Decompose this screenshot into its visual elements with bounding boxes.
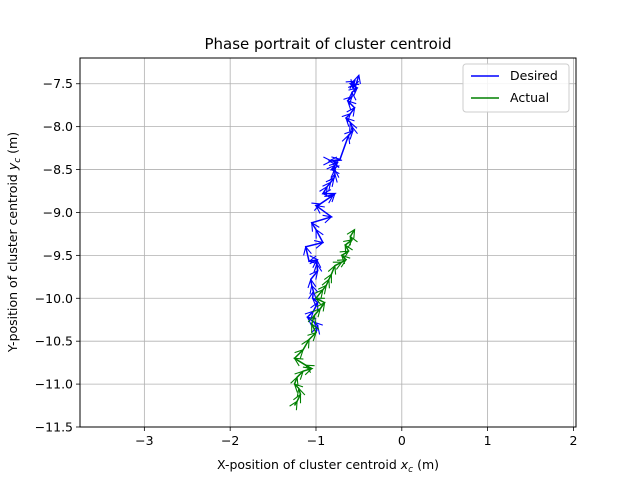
arrowhead-actual <box>290 376 299 387</box>
arrowhead-actual <box>311 307 322 318</box>
arrowhead-actual <box>307 314 317 325</box>
arrowhead-desired <box>303 245 312 256</box>
x-tick-label: 2 <box>569 433 577 448</box>
x-tick-label: −1 <box>307 433 325 448</box>
arrowhead-actual <box>327 264 337 275</box>
arrowhead-actual <box>340 254 351 265</box>
x-tick-label: 0 <box>398 433 406 448</box>
arrowhead-desired <box>308 290 317 300</box>
arrowhead-actual <box>344 244 353 255</box>
arrowhead-desired <box>311 324 321 335</box>
arrowhead-desired <box>315 228 324 239</box>
arrowhead-desired <box>347 82 358 93</box>
arrowhead-actual <box>294 370 304 380</box>
arrowhead-desired <box>319 185 328 196</box>
y-tick-label: −9.0 <box>43 205 73 220</box>
chart-title: Phase portrait of cluster centroid <box>204 35 451 53</box>
arrowhead-actual <box>323 273 332 284</box>
arrowhead-desired <box>346 100 357 110</box>
arrowhead-actual <box>321 278 330 289</box>
x-tick-label: 1 <box>484 433 492 448</box>
arrowhead-desired <box>348 87 359 97</box>
arrowhead-desired <box>328 161 339 172</box>
arrowhead-desired <box>352 74 361 85</box>
arrowhead-actual <box>307 331 317 342</box>
y-tick-label: −11.0 <box>35 377 73 392</box>
arrowhead-actual <box>349 235 358 246</box>
arrowhead-desired <box>323 156 333 166</box>
arrowhead-desired <box>315 204 325 214</box>
plot-frame <box>79 57 577 428</box>
x-axis-label: X-position of cluster centroid xc (m) <box>217 457 439 475</box>
ticks: −3 −2 −1 0 1 2 −7.5 −8.0 −8.5 −9.0 −9.5 −10.0 −10.5 −… <box>35 76 578 448</box>
y-tick-label: −11.5 <box>35 420 73 435</box>
arrowhead-desired <box>311 221 320 232</box>
arrowhead-desired <box>347 91 357 101</box>
arrowhead-actual <box>301 338 310 349</box>
arrowhead-desired <box>341 134 351 145</box>
arrowhead-actual <box>304 364 315 374</box>
arrowhead-actual <box>296 387 306 398</box>
arrowhead-desired <box>307 278 317 289</box>
arrowhead-actual <box>332 261 343 270</box>
arrowhead-desired <box>309 284 319 295</box>
arrowhead-actual <box>293 357 304 367</box>
arrowhead-desired <box>341 112 352 123</box>
arrowhead-desired <box>344 130 354 140</box>
arrowhead-actual <box>311 322 320 333</box>
arrowhead-actual <box>294 348 304 359</box>
y-tick-label: −7.5 <box>43 76 73 91</box>
legend: Desired Actual <box>462 63 570 113</box>
legend-label-desired: Desired <box>510 68 558 83</box>
arrowhead-actual <box>346 228 356 239</box>
arrowhead-actual <box>316 301 326 312</box>
legend-label-actual: Actual <box>510 90 549 105</box>
arrowhead-desired <box>330 165 340 175</box>
arrowhead-desired <box>322 181 332 192</box>
arrowhead-actual <box>289 400 298 411</box>
arrowhead-desired <box>343 95 353 106</box>
y-tick-label: −10.5 <box>35 334 73 349</box>
arrowhead-actual <box>314 288 324 299</box>
arrowhead-desired <box>307 255 318 265</box>
y-tick-label: −8.5 <box>43 162 73 177</box>
arrowhead-actual <box>293 393 302 404</box>
x-tick-label: −3 <box>135 433 153 448</box>
series-layer <box>289 74 361 411</box>
arrowhead-actual <box>302 366 313 376</box>
arrowhead-actual <box>339 250 350 259</box>
arrowhead-desired <box>310 301 319 312</box>
arrowhead-desired <box>309 269 319 280</box>
arrowhead-actual <box>343 239 353 249</box>
arrowhead-actual <box>337 259 348 268</box>
arrowhead-desired <box>326 164 336 175</box>
arrowhead-desired <box>311 202 322 211</box>
arrowhead-actual <box>317 284 328 295</box>
y-tick-label: −10.0 <box>35 291 73 306</box>
arrowhead-desired <box>331 156 342 166</box>
y-axis-label: Y-position of cluster centroid yc (m) <box>5 132 23 353</box>
arrowhead-desired <box>325 177 335 188</box>
arrowhead-desired <box>313 240 325 249</box>
y-tick-label: −9.5 <box>43 248 73 263</box>
arrowhead-desired <box>345 117 355 127</box>
arrowhead-desired <box>326 192 336 203</box>
arrowhead-desired <box>346 106 356 117</box>
arrowhead-desired <box>349 121 358 132</box>
arrowhead-actual <box>314 297 325 306</box>
arrowhead-desired <box>328 172 338 183</box>
arrowhead-desired <box>349 125 358 136</box>
y-tick-label: −8.0 <box>43 119 73 134</box>
arrowhead-actual <box>293 383 304 393</box>
x-tick-label: −2 <box>221 433 239 448</box>
arrowhead-desired <box>322 214 333 224</box>
